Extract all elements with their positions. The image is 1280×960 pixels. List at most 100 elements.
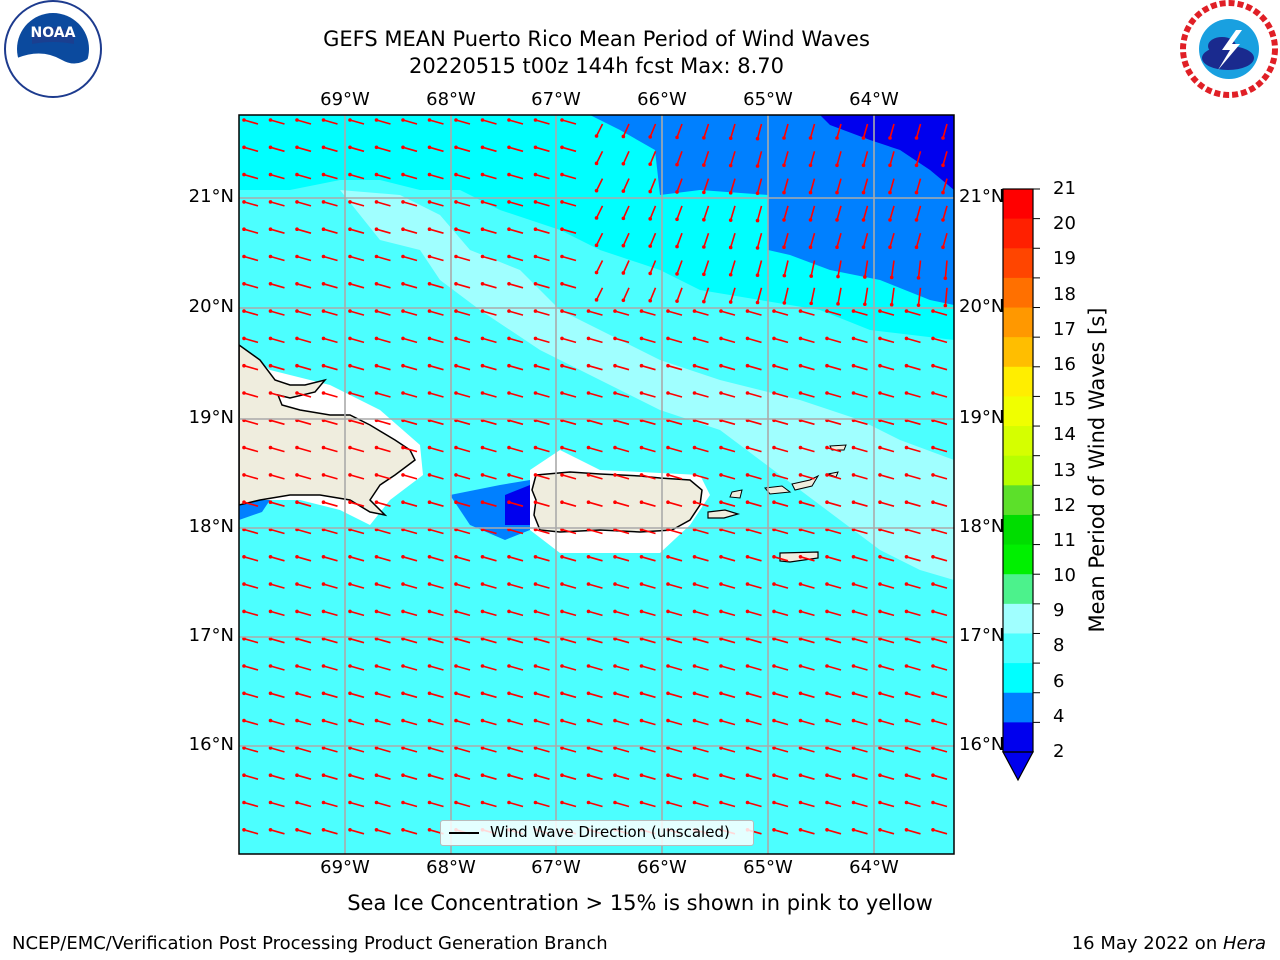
colorbar-tick-label: 18 xyxy=(1053,283,1076,305)
wave-direction-arrowhead xyxy=(675,272,679,276)
wave-direction-arrow xyxy=(773,692,789,699)
wave-direction-arrow xyxy=(243,173,259,180)
wave-direction-arrow xyxy=(270,747,285,753)
wave-direction-arrowhead xyxy=(772,445,776,450)
wave-direction-arrowhead xyxy=(374,309,379,313)
wave-direction-arrowhead xyxy=(702,272,706,277)
wave-direction-arrowhead xyxy=(401,391,405,395)
wave-direction-arrow xyxy=(349,719,365,726)
wave-direction-arrow xyxy=(588,801,603,808)
wave-direction-arrowhead xyxy=(639,391,644,395)
wave-direction-arrowhead xyxy=(321,828,326,832)
wave-direction-arrow xyxy=(622,287,630,301)
wave-direction-arrowhead xyxy=(931,609,935,614)
wave-direction-arrowhead xyxy=(507,555,511,559)
wave-direction-arrow xyxy=(906,774,921,780)
wave-direction-arrowhead xyxy=(878,473,882,477)
wave-direction-arrow xyxy=(508,119,524,125)
wave-direction-arrow xyxy=(482,692,497,699)
wave-direction-arrowhead xyxy=(825,718,829,723)
colorbar-tick-label: 16 xyxy=(1053,353,1076,375)
lon-label-bottom: 66°W xyxy=(637,857,687,878)
lon-label-top: 65°W xyxy=(743,89,793,110)
wave-direction-arrow xyxy=(773,556,789,562)
wave-direction-arrow xyxy=(349,665,365,671)
wave-direction-arrowhead xyxy=(851,800,856,805)
wave-direction-arrow xyxy=(270,556,285,562)
wave-direction-arrowhead xyxy=(533,391,538,395)
wave-direction-arrow xyxy=(853,774,868,780)
wave-direction-arrowhead xyxy=(692,800,697,805)
land-vieques xyxy=(707,509,741,519)
wave-direction-arrowhead xyxy=(268,500,273,505)
wave-direction-arrowhead xyxy=(480,227,485,231)
wave-direction-arrow xyxy=(535,337,550,344)
wave-direction-arrowhead xyxy=(719,500,723,505)
wave-direction-arrow xyxy=(561,201,577,207)
wave-direction-arrow xyxy=(694,337,709,344)
wave-direction-arrowhead xyxy=(941,218,945,222)
wave-direction-arrowhead xyxy=(745,609,750,614)
wave-direction-arrowhead xyxy=(904,309,909,313)
lon-label-bottom: 68°W xyxy=(426,857,476,878)
lat-label-right: 18°N xyxy=(959,516,1005,537)
wave-direction-arrow xyxy=(932,829,948,835)
wave-direction-arrow xyxy=(402,747,418,753)
wave-direction-arrowhead xyxy=(613,773,617,777)
wave-direction-arrowhead xyxy=(719,773,723,777)
wave-direction-arrow xyxy=(720,719,736,726)
wave-direction-arrowhead xyxy=(427,636,432,641)
wave-direction-arrow xyxy=(853,747,868,753)
wave-direction-arrowhead xyxy=(889,275,894,280)
wave-direction-arrowhead xyxy=(427,828,432,832)
wave-direction-arrow xyxy=(376,829,391,835)
wave-direction-arrow xyxy=(676,260,683,275)
wave-direction-arrowhead xyxy=(348,691,352,696)
wave-direction-arrow xyxy=(243,146,259,153)
wave-direction-arrowhead xyxy=(586,718,591,723)
wave-direction-arrowhead xyxy=(851,363,856,368)
wave-direction-arrow xyxy=(729,123,736,139)
wave-direction-arrowhead xyxy=(719,800,723,805)
wave-direction-arrow xyxy=(826,719,842,726)
wave-direction-arrowhead xyxy=(931,664,935,668)
wave-direction-arrowhead xyxy=(507,118,511,122)
wave-direction-arrowhead xyxy=(666,363,670,368)
wave-direction-arrow xyxy=(482,146,497,153)
wave-direction-arrowhead xyxy=(348,636,352,641)
wave-direction-arrowhead xyxy=(374,254,379,259)
wave-direction-arrowhead xyxy=(772,664,776,668)
wave-direction-arrow xyxy=(482,364,497,371)
wave-direction-arrow xyxy=(402,446,418,453)
wave-direction-arrowhead xyxy=(533,200,538,204)
wave-direction-arrowhead xyxy=(242,391,246,395)
wave-direction-arrow xyxy=(296,774,312,780)
wave-direction-arrowhead xyxy=(745,391,750,395)
wave-direction-arrowhead xyxy=(480,609,485,614)
wave-direction-arrowhead xyxy=(675,217,679,222)
wave-direction-arrowhead xyxy=(639,336,644,341)
lon-label-top: 69°W xyxy=(320,89,370,110)
wave-direction-arrowhead xyxy=(692,555,697,559)
wave-direction-arrowhead xyxy=(454,718,458,723)
wave-direction-arrowhead xyxy=(295,200,299,204)
wave-direction-arrowhead xyxy=(268,309,273,313)
wave-direction-arrowhead xyxy=(728,272,733,277)
wave-direction-arrow xyxy=(243,692,259,699)
wave-direction-arrowhead xyxy=(295,363,299,368)
wave-direction-arrowhead xyxy=(825,609,829,614)
wave-direction-arrow xyxy=(720,446,736,453)
wave-direction-arrowhead xyxy=(904,555,909,559)
wave-direction-arrow xyxy=(676,287,683,302)
wave-direction-arrowhead xyxy=(242,363,246,368)
wave-direction-arrow xyxy=(455,255,471,262)
wave-direction-arrow xyxy=(296,364,312,371)
wave-direction-arrow xyxy=(853,392,868,398)
wave-direction-arrowhead xyxy=(427,500,432,505)
wave-direction-arrow xyxy=(932,446,948,453)
wave-direction-arrow xyxy=(826,747,842,753)
wave-direction-arrow xyxy=(455,801,471,808)
wave-direction-arrow xyxy=(270,310,285,316)
colorbar-segment xyxy=(1003,396,1033,427)
wave-direction-arrow xyxy=(455,556,471,562)
